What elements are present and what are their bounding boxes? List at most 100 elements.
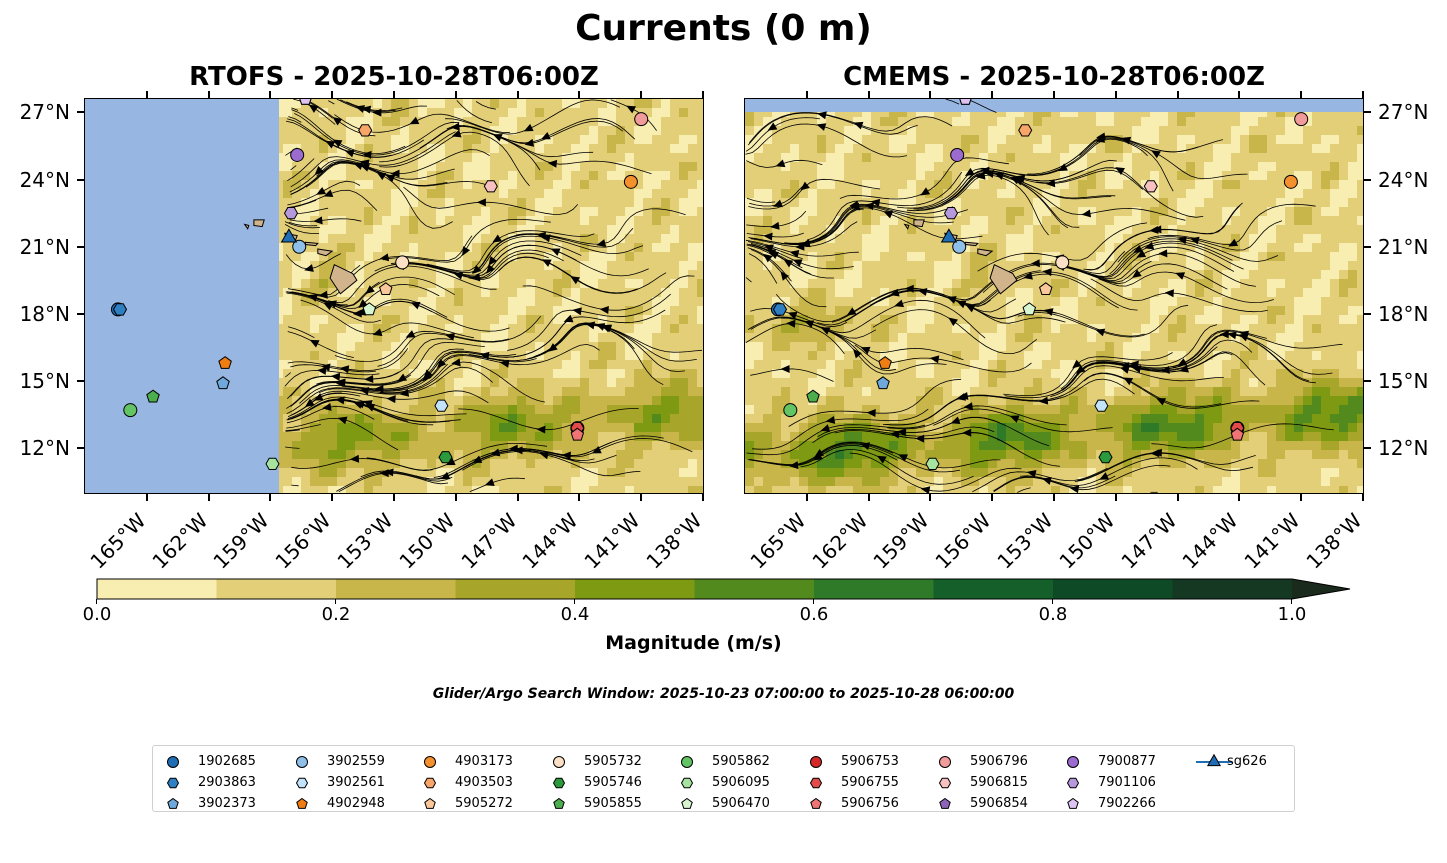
speed-cell — [970, 108, 980, 118]
speed-cell — [589, 180, 599, 190]
speed-cell — [1258, 180, 1268, 190]
speed-cell — [889, 243, 899, 253]
speed-cell — [553, 486, 563, 493]
speed-cell — [1240, 216, 1250, 226]
speed-cell — [445, 234, 455, 244]
speed-cell — [844, 207, 854, 217]
speed-cell — [553, 396, 563, 406]
speed-cell — [925, 279, 935, 289]
speed-cell — [301, 414, 311, 424]
speed-cell — [988, 297, 998, 307]
speed-cell — [553, 144, 563, 154]
speed-cell — [418, 324, 428, 334]
speed-cell — [625, 369, 635, 379]
speed-cell — [1141, 117, 1151, 127]
cmems-map[interactable] — [744, 98, 1364, 494]
speed-cell — [463, 99, 473, 109]
speed-cell — [625, 459, 635, 469]
speed-cell — [427, 279, 437, 289]
speed-cell — [391, 450, 401, 460]
speed-cell — [988, 198, 998, 208]
speed-cell — [427, 252, 437, 262]
speed-cell — [616, 432, 626, 442]
speed-cell — [1033, 135, 1043, 145]
speed-cell — [481, 234, 491, 244]
speed-cell — [445, 396, 455, 406]
speed-cell — [580, 468, 590, 478]
streamline — [300, 299, 474, 339]
speed-cell — [472, 396, 482, 406]
speed-cell — [445, 117, 455, 127]
speed-cell — [1105, 270, 1115, 280]
speed-cell — [889, 117, 899, 127]
speed-cell — [862, 288, 872, 298]
speed-cell — [1159, 207, 1169, 217]
speed-cell — [616, 135, 626, 145]
speed-cell — [1024, 243, 1034, 253]
streamline — [294, 113, 460, 156]
speed-cell — [517, 387, 527, 397]
speed-cell — [283, 432, 293, 442]
speed-cell — [1303, 144, 1313, 154]
streamline-arrow — [492, 134, 503, 142]
speed-cell — [1303, 198, 1313, 208]
speed-cell — [283, 405, 293, 415]
speed-cell — [697, 342, 703, 352]
speed-cell — [1303, 189, 1313, 199]
speed-cell — [997, 207, 1007, 217]
speed-cell — [472, 306, 482, 316]
speed-cell — [589, 333, 599, 343]
speed-cell — [1312, 252, 1322, 262]
speed-cell — [1267, 234, 1277, 244]
speed-cell — [1078, 252, 1088, 262]
speed-cell — [1015, 108, 1025, 118]
speed-cell — [1222, 261, 1232, 271]
speed-cell — [571, 198, 581, 208]
speed-cell — [1006, 234, 1016, 244]
speed-cell — [1267, 297, 1277, 307]
speed-cell — [754, 171, 764, 181]
maui-island — [317, 248, 334, 257]
speed-cell — [391, 360, 401, 370]
speed-cell — [373, 306, 383, 316]
speed-cell — [346, 135, 356, 145]
speed-cell — [952, 270, 962, 280]
speed-cell — [301, 108, 311, 118]
speed-cell — [580, 369, 590, 379]
speed-cell — [526, 441, 536, 451]
speed-cell — [652, 396, 662, 406]
speed-cell — [880, 297, 890, 307]
speed-cell — [697, 225, 703, 235]
speed-cell — [355, 234, 365, 244]
speed-cell — [508, 207, 518, 217]
speed-cell — [808, 135, 818, 145]
speed-cell — [535, 360, 545, 370]
speed-cell — [544, 162, 554, 172]
speed-cell — [292, 126, 302, 136]
rtofs-map[interactable] — [84, 98, 704, 494]
speed-cell — [418, 459, 428, 469]
speed-cell — [1222, 162, 1232, 172]
speed-cell — [310, 360, 320, 370]
speed-cell — [310, 441, 320, 451]
speed-cell — [679, 216, 689, 226]
speed-cell — [1141, 216, 1151, 226]
speed-cell — [625, 396, 635, 406]
speed-cell — [688, 360, 698, 370]
speed-cell — [1276, 198, 1286, 208]
streamline-arrow — [304, 398, 315, 408]
speed-cell — [889, 180, 899, 190]
speed-cell — [1033, 252, 1043, 262]
speed-cell — [1204, 153, 1214, 163]
speed-cell — [643, 216, 653, 226]
speed-cell — [427, 117, 437, 127]
speed-cell — [1123, 117, 1133, 127]
speed-cell — [463, 297, 473, 307]
speed-cell — [1186, 162, 1196, 172]
speed-cell — [670, 279, 680, 289]
speed-cell — [961, 162, 971, 172]
streamline-arrow — [550, 248, 561, 256]
speed-cell — [382, 261, 392, 271]
speed-cell — [889, 297, 899, 307]
speed-cell — [472, 108, 482, 118]
